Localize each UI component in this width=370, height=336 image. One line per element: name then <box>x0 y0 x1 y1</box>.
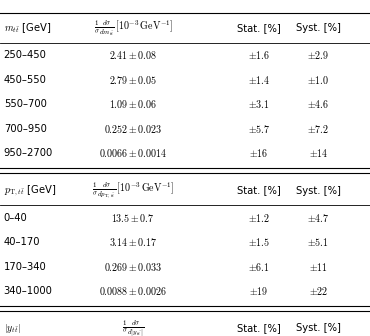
Text: $0.252 \pm 0.023$: $0.252 \pm 0.023$ <box>104 123 162 135</box>
Text: $\pm 5.7$: $\pm 5.7$ <box>248 123 270 135</box>
Text: Stat. [%]: Stat. [%] <box>237 23 281 33</box>
Text: $\pm 1.2$: $\pm 1.2$ <box>248 212 270 223</box>
Text: $\frac{1}{\sigma}\frac{d\sigma}{d|y_{t\bar{t}}|}$: $\frac{1}{\sigma}\frac{d\sigma}{d|y_{t\b… <box>122 318 144 336</box>
Text: 250–450: 250–450 <box>4 50 47 60</box>
Text: $2.79 \pm 0.05$: $2.79 \pm 0.05$ <box>109 74 157 86</box>
Text: $\pm 1.4$: $\pm 1.4$ <box>248 74 270 86</box>
Text: Syst. [%]: Syst. [%] <box>296 185 341 196</box>
Text: 700–950: 700–950 <box>4 124 47 134</box>
Text: 950–2700: 950–2700 <box>4 149 53 158</box>
Text: $m_{t\bar{t}}$ [GeV]: $m_{t\bar{t}}$ [GeV] <box>4 21 51 35</box>
Text: $1.09 \pm 0.06$: $1.09 \pm 0.06$ <box>109 98 157 110</box>
Text: $\pm 7.2$: $\pm 7.2$ <box>307 123 329 135</box>
Text: 450–550: 450–550 <box>4 75 47 85</box>
Text: $\pm 6.1$: $\pm 6.1$ <box>248 261 270 272</box>
Text: $\pm 4.6$: $\pm 4.6$ <box>307 98 329 110</box>
Text: Syst. [%]: Syst. [%] <box>296 323 341 333</box>
Text: $\pm 1.0$: $\pm 1.0$ <box>307 74 329 86</box>
Text: $|y_{t\bar{t}}|$: $|y_{t\bar{t}}|$ <box>4 322 21 335</box>
Text: Syst. [%]: Syst. [%] <box>296 23 341 33</box>
Text: $0.0088 \pm 0.0026$: $0.0088 \pm 0.0026$ <box>99 285 167 297</box>
Text: $\pm 1.6$: $\pm 1.6$ <box>248 49 270 61</box>
Text: $\pm 16$: $\pm 16$ <box>249 148 269 159</box>
Text: $\frac{1}{\sigma}\frac{d\sigma}{dm_{t\bar{t}}}\,[10^{-3}\,\mathrm{GeV}^{-1}]$: $\frac{1}{\sigma}\frac{d\sigma}{dm_{t\ba… <box>94 18 173 38</box>
Text: $\pm 22$: $\pm 22$ <box>309 285 328 297</box>
Text: $2.41 \pm 0.08$: $2.41 \pm 0.08$ <box>109 49 157 61</box>
Text: $\pm 5.1$: $\pm 5.1$ <box>307 236 329 248</box>
Text: 170–340: 170–340 <box>4 262 47 271</box>
Text: $3.14 \pm 0.17$: $3.14 \pm 0.17$ <box>109 236 158 248</box>
Text: 0–40: 0–40 <box>4 213 27 222</box>
Text: Stat. [%]: Stat. [%] <box>237 185 281 196</box>
Text: $13.5 \pm 0.7$: $13.5 \pm 0.7$ <box>111 212 155 223</box>
Text: $\pm 11$: $\pm 11$ <box>309 261 328 272</box>
Text: $\pm 2.9$: $\pm 2.9$ <box>307 49 329 61</box>
Text: $\pm 1.5$: $\pm 1.5$ <box>248 236 270 248</box>
Text: $\pm 3.1$: $\pm 3.1$ <box>248 98 270 110</box>
Text: 40–170: 40–170 <box>4 237 40 247</box>
Text: $p_{\mathrm{T},t\bar{t}}$ [GeV]: $p_{\mathrm{T},t\bar{t}}$ [GeV] <box>4 183 56 198</box>
Text: $\pm 4.7$: $\pm 4.7$ <box>307 212 329 223</box>
Text: $\frac{1}{\sigma}\frac{d\sigma}{dp_{\mathrm{T},t\bar{t}}}\,[10^{-3}\,\mathrm{GeV: $\frac{1}{\sigma}\frac{d\sigma}{dp_{\mat… <box>92 180 174 201</box>
Text: 550–700: 550–700 <box>4 99 47 109</box>
Text: 340–1000: 340–1000 <box>4 286 53 296</box>
Text: Stat. [%]: Stat. [%] <box>237 323 281 333</box>
Text: $0.0066 \pm 0.0014$: $0.0066 \pm 0.0014$ <box>99 148 167 159</box>
Text: $0.269 \pm 0.033$: $0.269 \pm 0.033$ <box>104 261 162 272</box>
Text: $\pm 19$: $\pm 19$ <box>249 285 269 297</box>
Text: $\pm 14$: $\pm 14$ <box>309 148 328 159</box>
